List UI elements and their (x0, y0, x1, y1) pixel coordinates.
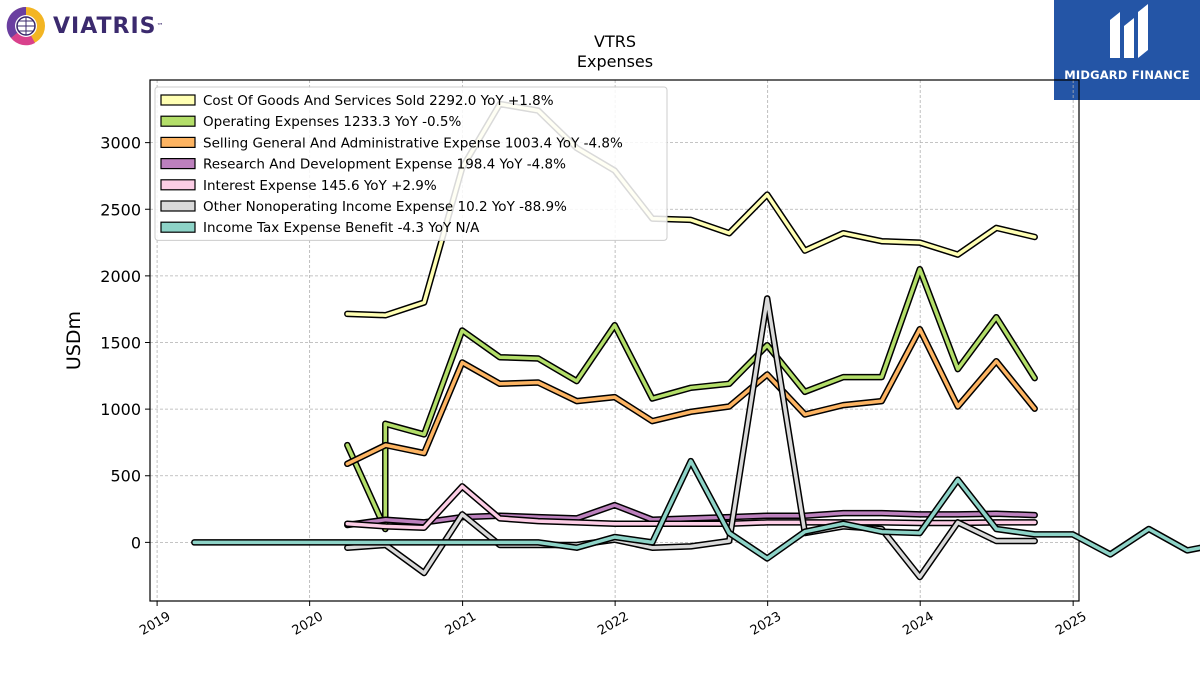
legend-swatch (160, 158, 196, 170)
company-logo-text: VIATRIS (53, 13, 157, 39)
series-line-4 (345, 484, 1037, 530)
legend: Cost Of Goods And Services Sold 2292.0 Y… (154, 86, 668, 241)
legend-box (154, 86, 668, 241)
x-tick-label: 2023 (748, 609, 784, 639)
series-line-1 (345, 267, 1037, 531)
plot-frame (149, 79, 1080, 602)
x-tick-label: 2024 (900, 609, 936, 639)
x-tick-label: 2025 (1053, 609, 1089, 639)
midgard-mark-icon (1110, 4, 1148, 58)
publisher-logo-text: MIDGARD FINANCE (1064, 68, 1190, 82)
y-tick-label: 500 (110, 467, 141, 486)
company-logo: VIATRIS ™ (5, 4, 175, 48)
chart-title: VTRS (594, 32, 636, 51)
x-tick-label: 2021 (443, 609, 479, 639)
legend-label: Interest Expense 145.6 YoY +2.9% (203, 178, 437, 194)
y-tick-label: 2500 (100, 200, 141, 219)
trademark-symbol: ™ (156, 22, 164, 30)
legend-label: Income Tax Expense Benefit -4.3 YoY N/A (203, 220, 480, 236)
x-tick-label: 2020 (290, 609, 326, 639)
legend-label: Research And Development Expense 198.4 Y… (203, 157, 566, 173)
legend-swatch (160, 179, 196, 191)
y-axis-label: USDm (63, 311, 85, 370)
legend-swatch (160, 94, 196, 106)
y-tick-label: 2000 (100, 267, 141, 286)
y-tick-label: 1500 (100, 333, 141, 352)
y-tick-label: 1000 (100, 400, 141, 419)
x-tick-label: 2022 (595, 609, 631, 639)
viatris-globe-icon (6, 6, 45, 46)
series-line-2 (345, 327, 1037, 466)
legend-label: Other Nonoperating Income Expense 10.2 Y… (203, 199, 567, 215)
chart-subtitle: Expenses (576, 52, 654, 71)
series-line-5 (345, 296, 1037, 579)
legend-label: Operating Expenses 1233.3 YoY -0.5% (203, 114, 462, 130)
publisher-logo: MIDGARD FINANCE (1054, 0, 1200, 100)
legend-label: Selling General And Administrative Expen… (203, 135, 623, 151)
chart-title-block: VTRS Expenses (515, 32, 715, 72)
x-tick-label: 2019 (137, 609, 173, 639)
series-outline-1 (344, 265, 1038, 533)
legend-swatch (160, 200, 196, 212)
y-tick-label: 3000 (100, 134, 141, 153)
legend-swatch (160, 136, 196, 148)
legend-swatch (160, 115, 196, 127)
y-tick-label: 0 (131, 533, 141, 552)
legend-swatch (160, 221, 196, 233)
series-line-6 (192, 459, 1200, 561)
legend-label: Cost Of Goods And Services Sold 2292.0 Y… (203, 93, 554, 109)
